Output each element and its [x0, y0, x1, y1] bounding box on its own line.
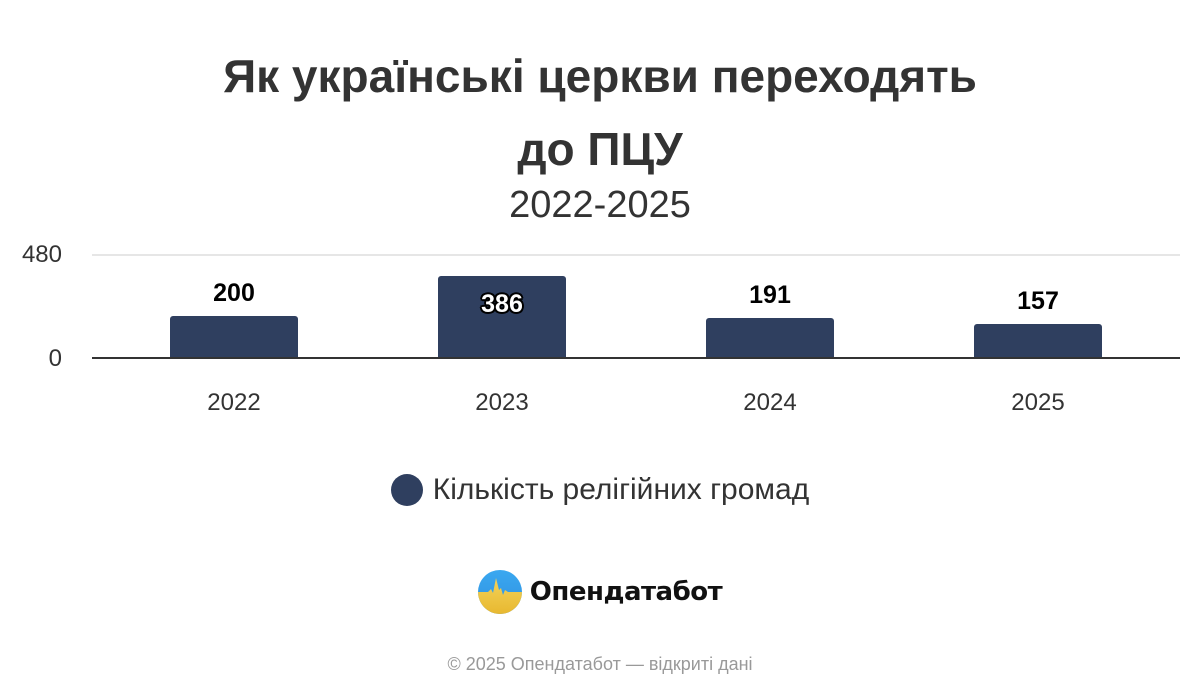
bar-2022[interactable]: [170, 316, 298, 358]
legend-item[interactable]: Кількість релігійних громад: [0, 474, 1200, 506]
x-tick-2025: 2025: [1011, 389, 1065, 416]
brand-logo: Опендатабот: [0, 570, 1200, 614]
x-tick-2022: 2022: [207, 389, 261, 416]
bar-2023[interactable]: [438, 276, 566, 358]
chart-subtitle: 2022-2025: [509, 184, 691, 226]
y-tick-zero: 0: [48, 345, 62, 372]
x-tick-2024: 2024: [743, 389, 797, 416]
bar-2024[interactable]: [706, 318, 834, 358]
legend-label: Кількість релігійних громад: [432, 473, 810, 506]
bar-label-2025: 157: [1017, 287, 1059, 315]
opendatabot-logo-icon: [477, 570, 522, 614]
bar-label-2022: 200: [213, 279, 255, 307]
legend-marker-icon: [390, 474, 423, 506]
chart-title-line-2: до ПЦУ: [517, 123, 683, 175]
y-tick-max: 480: [21, 241, 62, 268]
bar-label-2024: 191: [749, 281, 791, 309]
brand-name: Опендатабот: [529, 577, 723, 607]
x-axis-line: [92, 357, 1180, 359]
bar-label-2023: 386: [481, 290, 523, 318]
chart-title-line-1: Як українські церкви переходять: [223, 50, 977, 102]
gridline-max: [92, 254, 1180, 256]
x-tick-2023: 2023: [475, 389, 529, 416]
bar-2025[interactable]: [974, 324, 1102, 358]
footer-copyright: © 2025 Опендатабот — відкриті дані: [447, 654, 753, 674]
